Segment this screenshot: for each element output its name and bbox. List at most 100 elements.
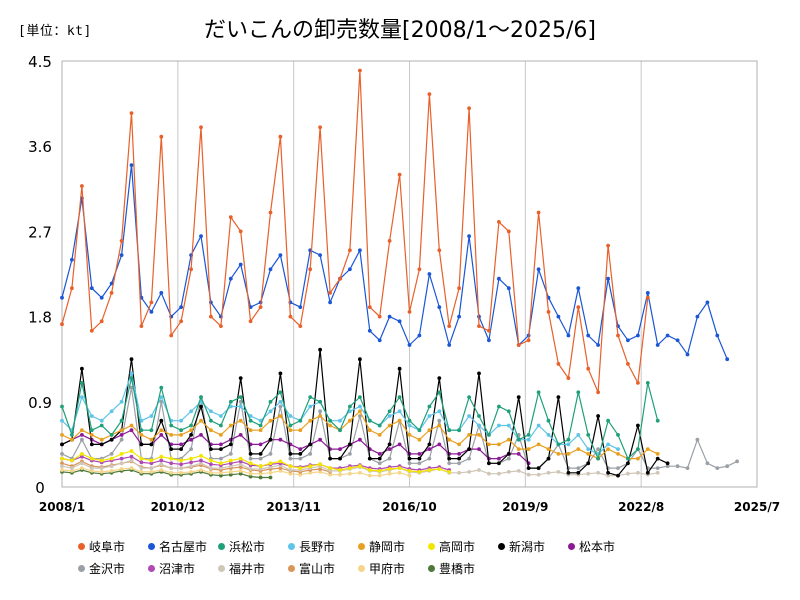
data-point xyxy=(338,276,342,281)
data-point xyxy=(159,395,164,399)
x-tick-label: 2010/12 xyxy=(151,500,205,514)
data-point xyxy=(209,470,213,475)
data-point xyxy=(536,466,541,470)
data-point xyxy=(129,111,134,115)
data-point xyxy=(526,472,531,477)
legend-item: 松本市 xyxy=(568,538,638,554)
data-point xyxy=(616,473,620,478)
data-point xyxy=(655,343,660,347)
data-point xyxy=(159,454,164,459)
data-point xyxy=(109,452,114,456)
data-point xyxy=(268,409,273,414)
data-point xyxy=(109,469,114,473)
data-point xyxy=(70,286,74,291)
data-point xyxy=(189,409,194,414)
data-point xyxy=(219,447,223,451)
data-point xyxy=(576,466,581,470)
data-point xyxy=(70,469,74,473)
data-point xyxy=(477,324,481,328)
data-point xyxy=(238,459,243,464)
data-point xyxy=(437,442,442,447)
data-point xyxy=(556,442,561,447)
data-point xyxy=(348,471,352,476)
data-point xyxy=(566,442,571,447)
legend-label: 福井市 xyxy=(229,561,266,576)
data-point xyxy=(586,366,591,371)
data-point xyxy=(80,454,84,459)
data-point xyxy=(119,253,124,257)
data-point xyxy=(665,333,670,338)
data-point xyxy=(387,314,392,319)
data-point xyxy=(199,125,203,130)
data-point xyxy=(348,442,352,447)
data-point xyxy=(427,404,432,409)
legend-label: 名古屋市 xyxy=(159,539,208,554)
data-point xyxy=(655,418,660,423)
data-point xyxy=(516,437,521,442)
data-point xyxy=(586,433,591,437)
data-point xyxy=(338,456,342,461)
data-point xyxy=(387,467,392,471)
data-point xyxy=(228,215,233,220)
data-point xyxy=(219,456,223,461)
data-point xyxy=(497,220,501,224)
data-point xyxy=(278,134,283,139)
data-point xyxy=(219,324,223,328)
data-point xyxy=(437,305,442,309)
data-point xyxy=(725,357,730,362)
data-point xyxy=(119,433,124,437)
data-point xyxy=(636,423,640,428)
data-point xyxy=(159,468,164,472)
data-point xyxy=(199,458,203,463)
data-point xyxy=(268,437,273,442)
data-point xyxy=(526,437,531,442)
data-point xyxy=(447,470,452,474)
data-point xyxy=(318,462,322,467)
data-point xyxy=(586,452,591,456)
data-point xyxy=(288,423,293,428)
data-point xyxy=(596,343,600,347)
data-point xyxy=(546,433,551,437)
data-point xyxy=(268,418,273,423)
data-point xyxy=(655,456,660,461)
data-point xyxy=(576,447,581,451)
data-point xyxy=(606,473,610,478)
data-point xyxy=(109,291,114,295)
data-point xyxy=(655,466,660,470)
data-point xyxy=(169,470,174,475)
data-point xyxy=(417,437,422,442)
data-point xyxy=(139,460,144,465)
data-point xyxy=(526,433,531,437)
data-point xyxy=(358,404,362,409)
data-point xyxy=(377,469,382,473)
data-point xyxy=(367,305,372,309)
series-group xyxy=(60,68,739,480)
data-point xyxy=(348,267,352,272)
data-point xyxy=(228,276,233,281)
data-point xyxy=(89,428,94,433)
data-point xyxy=(397,319,402,324)
data-point xyxy=(387,423,392,428)
series-line xyxy=(61,450,450,473)
legend-marker xyxy=(148,564,155,572)
data-point xyxy=(566,470,571,475)
data-point xyxy=(199,234,203,239)
data-point xyxy=(576,390,581,395)
data-point xyxy=(338,472,342,477)
data-point xyxy=(209,458,213,463)
data-point xyxy=(407,456,412,461)
data-point xyxy=(447,343,452,347)
data-point xyxy=(427,468,432,472)
x-tick-label: 2008/1 xyxy=(39,500,85,514)
data-point xyxy=(715,466,720,470)
data-point xyxy=(258,475,263,480)
data-point xyxy=(318,414,322,418)
data-point xyxy=(328,423,332,428)
data-point xyxy=(99,442,104,447)
data-point xyxy=(606,447,610,451)
data-point xyxy=(497,461,501,466)
data-point xyxy=(248,467,253,471)
data-point xyxy=(99,466,104,470)
data-point xyxy=(149,437,154,442)
data-point xyxy=(258,428,263,433)
